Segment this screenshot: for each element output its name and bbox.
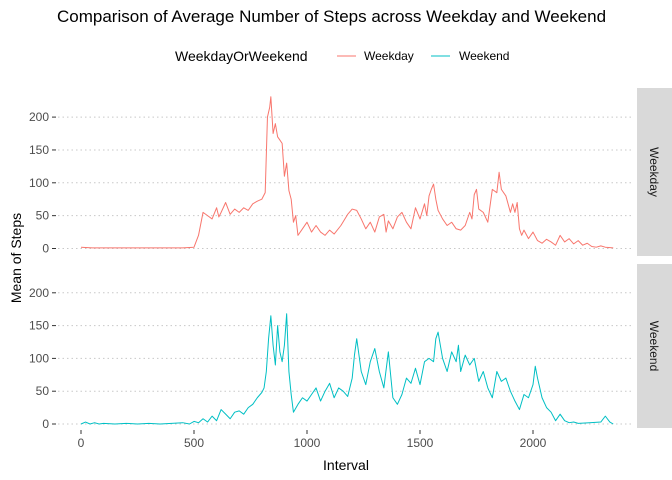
y-tick-label: 0 <box>42 242 49 256</box>
x-axis-title: Interval <box>323 457 369 473</box>
y-tick-label: 50 <box>36 209 50 223</box>
strip-label-weekend: Weekend <box>647 321 661 371</box>
legend-label-weekday: Weekday <box>364 49 414 63</box>
panel-weekend: 0 50 100 150 200 <box>29 264 632 431</box>
x-axis: 0 500 1000 1500 2000 <box>78 430 547 450</box>
x-tick-label: 1500 <box>407 436 434 450</box>
legend-label-weekend: Weekend <box>459 49 509 63</box>
y-tick-label: 200 <box>29 110 49 124</box>
y-tick-label: 150 <box>29 143 49 157</box>
series-line-weekday <box>81 97 613 248</box>
x-tick-label: 500 <box>184 436 204 450</box>
strip-label-weekday: Weekday <box>647 147 661 197</box>
y-tick-label: 50 <box>36 384 50 398</box>
panel-weekday: 0 50 100 150 200 <box>29 88 632 256</box>
legend-title: WeekdayOrWeekend <box>175 48 308 64</box>
y-tick-label: 150 <box>29 319 49 333</box>
y-tick-label: 200 <box>29 286 49 300</box>
legend: WeekdayOrWeekend Weekday Weekend <box>175 48 509 64</box>
y-axis-title: Mean of Steps <box>8 213 24 303</box>
x-tick-label: 0 <box>78 436 85 450</box>
chart-title: Comparison of Average Number of Steps ac… <box>57 7 606 26</box>
y-tick-label: 100 <box>29 176 49 190</box>
y-tick-label: 100 <box>29 351 49 365</box>
y-tick-label: 0 <box>42 417 49 431</box>
x-tick-label: 2000 <box>520 436 547 450</box>
x-tick-label: 1000 <box>294 436 321 450</box>
